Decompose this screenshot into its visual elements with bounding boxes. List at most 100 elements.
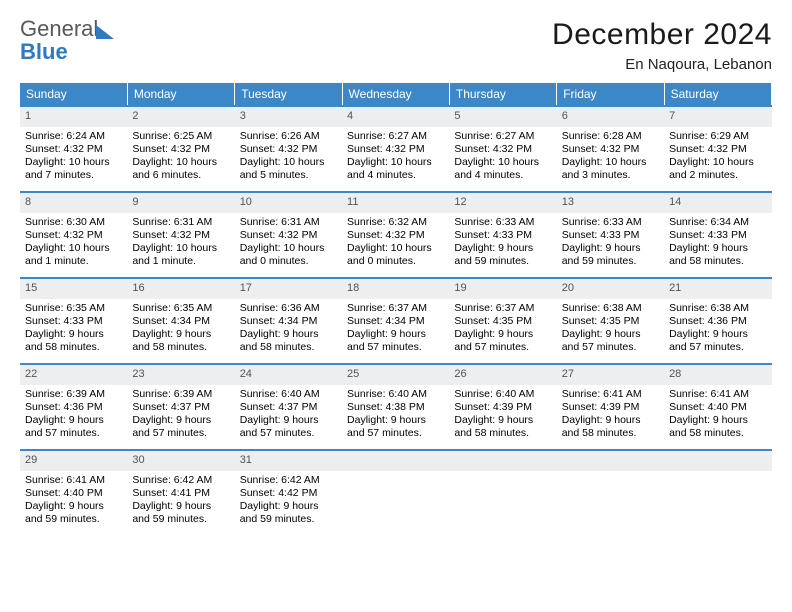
daylight-line: Daylight: 9 hours and 57 minutes. [454,328,551,354]
sunrise-line: Sunrise: 6:31 AM [132,216,229,229]
sunrise-line: Sunrise: 6:27 AM [454,130,551,143]
daylight-line: Daylight: 9 hours and 58 minutes. [25,328,122,354]
day-number: 24 [235,365,342,385]
daylight-line: Daylight: 9 hours and 57 minutes. [25,414,122,440]
daylight-line: Daylight: 9 hours and 59 minutes. [25,500,122,526]
calendar-day-cell: 7Sunrise: 6:29 AMSunset: 4:32 PMDaylight… [664,106,771,192]
daylight-line: Daylight: 9 hours and 58 minutes. [240,328,337,354]
sunrise-line: Sunrise: 6:33 AM [454,216,551,229]
calendar-day-cell: 24Sunrise: 6:40 AMSunset: 4:37 PMDayligh… [235,364,342,450]
day-number: 25 [342,365,449,385]
calendar-day-cell: 22 Sunrise: 6:39 AMSunset: 4:36 PMDayligh… [20,364,127,450]
calendar-week-row: 15Sunrise: 6:35 AMSunset: 4:33 PMDayligh… [20,278,772,364]
day-body: Sunrise: 6:41 AMSunset: 4:40 PMDaylight:… [20,471,127,531]
day-body: Sunrise: 6:27 AMSunset: 4:32 PMDaylight:… [342,127,449,187]
day-body: Sunrise: 6:39 AMSunset: 4:37 PMDaylight:… [127,385,234,445]
day-number: 26 [449,365,556,385]
calendar-day-cell: 26Sunrise: 6:40 AMSunset: 4:39 PMDayligh… [449,364,556,450]
calendar-day-cell: 14Sunrise: 6:34 AMSunset: 4:33 PMDayligh… [664,192,771,278]
sunrise-line: Sunrise: 6:39 AM [132,388,229,401]
day-body: Sunrise: 6:35 AMSunset: 4:34 PMDaylight:… [127,299,234,359]
calendar-day-cell: 16Sunrise: 6:35 AMSunset: 4:34 PMDayligh… [127,278,234,364]
weekday-heading: Wednesday [342,83,449,106]
sunset-line: Sunset: 4:33 PM [669,229,766,242]
calendar-day-cell: 23Sunrise: 6:39 AMSunset: 4:37 PMDayligh… [127,364,234,450]
day-body: Sunrise: 6:38 AMSunset: 4:35 PMDaylight:… [557,299,664,359]
weekday-heading: Sunday [20,83,127,106]
sunset-line: Sunset: 4:40 PM [669,401,766,414]
day-number: 12 [449,193,556,213]
daylight-line: Daylight: 9 hours and 58 minutes. [132,328,229,354]
day-body: Sunrise: 6:28 AMSunset: 4:32 PMDaylight:… [557,127,664,187]
sunset-line: Sunset: 4:32 PM [240,229,337,242]
sunset-line: Sunset: 4:37 PM [240,401,337,414]
calendar-week-row: 8Sunrise: 6:30 AMSunset: 4:32 PMDaylight… [20,192,772,278]
page-subtitle: En Naqoura, Lebanon [552,56,772,73]
sunrise-line: Sunrise: 6:38 AM [562,302,659,315]
daylight-line: Daylight: 9 hours and 59 minutes. [240,500,337,526]
sunrise-line: Sunrise: 6:25 AM [132,130,229,143]
calendar-day-cell: 13Sunrise: 6:33 AMSunset: 4:33 PMDayligh… [557,192,664,278]
calendar-day-cell: 10Sunrise: 6:31 AMSunset: 4:32 PMDayligh… [235,192,342,278]
calendar-day-cell [342,450,449,536]
day-number: 27 [557,365,664,385]
day-body: Sunrise: 6:32 AMSunset: 4:32 PMDaylight:… [342,213,449,273]
daylight-line: Daylight: 9 hours and 57 minutes. [347,414,444,440]
sunset-line: Sunset: 4:32 PM [132,143,229,156]
day-body: Sunrise: 6:38 AMSunset: 4:36 PMDaylight:… [664,299,771,359]
sunrise-line: Sunrise: 6:42 AM [240,474,337,487]
daylight-line: Daylight: 10 hours and 5 minutes. [240,156,337,182]
sunset-line: Sunset: 4:34 PM [132,315,229,328]
calendar-day-cell: 28Sunrise: 6:41 AMSunset: 4:40 PMDayligh… [664,364,771,450]
day-number: 20 [557,279,664,299]
sunset-line: Sunset: 4:35 PM [562,315,659,328]
logo-word1: General [20,16,98,41]
daylight-line: Daylight: 10 hours and 0 minutes. [347,242,444,268]
calendar-day-cell: 17Sunrise: 6:36 AMSunset: 4:34 PMDayligh… [235,278,342,364]
sunrise-line: Sunrise: 6:34 AM [669,216,766,229]
day-body: Sunrise: 6:34 AMSunset: 4:33 PMDaylight:… [664,213,771,273]
sunrise-line: Sunrise: 6:39 AM [25,388,122,401]
header: General Blue December 2024 En Naqoura, L… [20,18,772,73]
day-number: 1 [20,107,127,127]
day-number: 6 [557,107,664,127]
daylight-line: Daylight: 10 hours and 2 minutes. [669,156,766,182]
sunset-line: Sunset: 4:36 PM [25,401,122,414]
sunrise-line: Sunrise: 6:24 AM [25,130,122,143]
sunset-line: Sunset: 4:32 PM [25,143,122,156]
sunrise-line: Sunrise: 6:32 AM [347,216,444,229]
sunset-line: Sunset: 4:32 PM [669,143,766,156]
calendar-day-cell: 11Sunrise: 6:32 AMSunset: 4:32 PMDayligh… [342,192,449,278]
day-number: 18 [342,279,449,299]
calendar-day-cell: 31Sunrise: 6:42 AMSunset: 4:42 PMDayligh… [235,450,342,536]
daylight-line: Daylight: 10 hours and 1 minute. [25,242,122,268]
sunrise-line: Sunrise: 6:37 AM [347,302,444,315]
day-body: Sunrise: 6:42 AMSunset: 4:41 PMDaylight:… [127,471,234,531]
logo-triangle-icon [96,25,114,39]
day-body: Sunrise: 6:31 AMSunset: 4:32 PMDaylight:… [127,213,234,273]
day-body: Sunrise: 6:40 AMSunset: 4:37 PMDaylight:… [235,385,342,445]
weekday-heading: Friday [557,83,664,106]
weekday-header-row: Sunday Monday Tuesday Wednesday Thursday… [20,83,772,106]
daylight-line: Daylight: 9 hours and 57 minutes. [347,328,444,354]
sunrise-line: Sunrise: 6:37 AM [454,302,551,315]
day-number: 14 [664,193,771,213]
daylight-line: Daylight: 10 hours and 4 minutes. [454,156,551,182]
day-number: 22 [20,365,127,385]
daylight-line: Daylight: 10 hours and 3 minutes. [562,156,659,182]
day-body: Sunrise: 6:33 AMSunset: 4:33 PMDaylight:… [449,213,556,273]
day-body: Sunrise: 6:37 AMSunset: 4:35 PMDaylight:… [449,299,556,359]
daylight-line: Daylight: 10 hours and 6 minutes. [132,156,229,182]
page-title: December 2024 [552,18,772,52]
day-body: Sunrise: 6:40 AMSunset: 4:39 PMDaylight:… [449,385,556,445]
sunrise-line: Sunrise: 6:33 AM [562,216,659,229]
daylight-line: Daylight: 9 hours and 58 minutes. [562,414,659,440]
daylight-line: Daylight: 9 hours and 58 minutes. [454,414,551,440]
day-number: 2 [127,107,234,127]
day-number: 15 [20,279,127,299]
sunset-line: Sunset: 4:33 PM [454,229,551,242]
sunset-line: Sunset: 4:32 PM [454,143,551,156]
sunrise-line: Sunrise: 6:31 AM [240,216,337,229]
calendar-day-cell: 27Sunrise: 6:41 AMSunset: 4:39 PMDayligh… [557,364,664,450]
weekday-heading: Saturday [664,83,771,106]
